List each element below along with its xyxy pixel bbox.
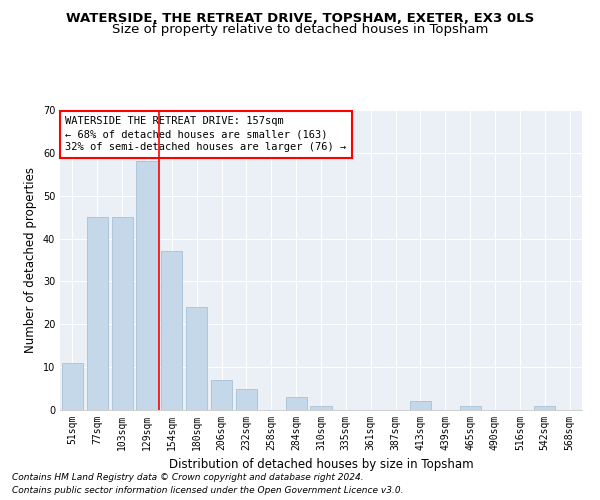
Text: WATERSIDE THE RETREAT DRIVE: 157sqm
← 68% of detached houses are smaller (163)
3: WATERSIDE THE RETREAT DRIVE: 157sqm ← 68… bbox=[65, 116, 346, 152]
Bar bbox=[62, 363, 83, 410]
Bar bbox=[186, 307, 207, 410]
Bar bbox=[211, 380, 232, 410]
Text: Contains HM Land Registry data © Crown copyright and database right 2024.: Contains HM Land Registry data © Crown c… bbox=[12, 474, 364, 482]
Bar bbox=[310, 406, 332, 410]
Bar bbox=[112, 217, 133, 410]
X-axis label: Distribution of detached houses by size in Topsham: Distribution of detached houses by size … bbox=[169, 458, 473, 471]
Y-axis label: Number of detached properties: Number of detached properties bbox=[24, 167, 37, 353]
Bar bbox=[87, 217, 108, 410]
Bar bbox=[236, 388, 257, 410]
Text: WATERSIDE, THE RETREAT DRIVE, TOPSHAM, EXETER, EX3 0LS: WATERSIDE, THE RETREAT DRIVE, TOPSHAM, E… bbox=[66, 12, 534, 26]
Bar bbox=[136, 162, 158, 410]
Bar bbox=[410, 402, 431, 410]
Bar bbox=[460, 406, 481, 410]
Bar bbox=[161, 252, 182, 410]
Bar bbox=[286, 397, 307, 410]
Text: Size of property relative to detached houses in Topsham: Size of property relative to detached ho… bbox=[112, 22, 488, 36]
Text: Contains public sector information licensed under the Open Government Licence v3: Contains public sector information licen… bbox=[12, 486, 404, 495]
Bar bbox=[534, 406, 555, 410]
